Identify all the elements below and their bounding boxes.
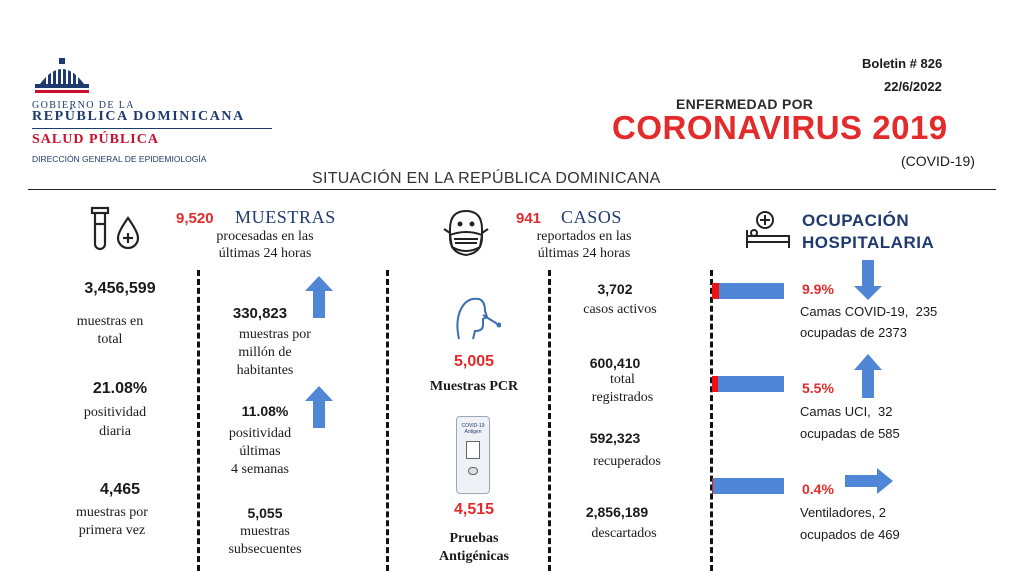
- nasal-swab-icon: [456, 297, 501, 340]
- arrow-up-icon: [305, 386, 333, 428]
- hospital-bed-icon: [746, 211, 790, 248]
- government-dome-emblem: [35, 58, 89, 93]
- por-millon-label-1: muestras por: [239, 327, 311, 342]
- occupancy-bar-uci: [712, 376, 784, 392]
- arrow-up-icon: [305, 276, 333, 318]
- subsecuentes-value: 5,055: [247, 505, 283, 521]
- test-tube-drop-icon: [90, 206, 140, 251]
- positividad-4sem-label-2: últimas: [239, 444, 281, 459]
- subsecuentes-label-2: subsecuentes: [228, 542, 302, 557]
- casos-desc-1: reportados en las: [536, 229, 632, 244]
- por-millon-label-3: habitantes: [236, 363, 294, 378]
- arrow-right-icon: [845, 468, 893, 494]
- recuperados-value: 592,323: [589, 430, 641, 446]
- positividad-diaria-value: 21.08%: [92, 380, 148, 397]
- occupancy-bar-fill: [712, 283, 720, 299]
- muestras-desc-2: últimas 24 horas: [218, 246, 312, 261]
- antigen-kit-well: [468, 467, 478, 475]
- pcr-value: 5,005: [453, 353, 495, 370]
- total-registrados-label-1: total: [610, 372, 635, 387]
- divider-dashed-3: [548, 270, 551, 571]
- positividad-4sem-label-1: positividad: [228, 426, 292, 441]
- muestras-total-label-1: muestras en: [76, 314, 144, 329]
- antigen-kit-label: COVID-19 Antigen: [461, 423, 485, 435]
- positividad-4sem-label-3: 4 semanas: [231, 462, 289, 477]
- muestras-total-label-2: total: [97, 332, 123, 347]
- antigen-kit-window: [466, 441, 480, 459]
- antigen-value: 4,515: [453, 501, 495, 518]
- primera-vez-label-1: muestras por: [76, 505, 148, 520]
- antigen-label-2: Antigénicas: [439, 549, 509, 564]
- uci-label-2: ocupadas de 585: [800, 426, 900, 441]
- divider-dashed-2: [386, 270, 389, 571]
- page-subtitle: (COVID-19): [901, 153, 975, 169]
- section-title: SITUACIÓN EN LA REPÚBLICA DOMINICANA: [312, 170, 661, 187]
- ventiladores-label-2: ocupados de 469: [800, 527, 900, 542]
- divider-dashed-4: [710, 270, 713, 571]
- casos-title: CASOS: [561, 207, 623, 227]
- muestras-desc-1: procesadas en las: [216, 229, 314, 244]
- masked-face-icon: [443, 209, 489, 257]
- antigen-test-kit: COVID-19 Antigen: [456, 416, 490, 494]
- por-millon-value: 330,823: [232, 305, 288, 322]
- header-rule: [28, 189, 996, 190]
- descartados-value: 2,856,189: [585, 504, 649, 520]
- muestras-total-value: 3,456,599: [84, 280, 156, 297]
- logo-line-3: SALUD PÚBLICA: [32, 132, 159, 147]
- title-kicker: ENFERMEDAD POR: [676, 96, 814, 112]
- uci-pct: 5.5%: [802, 380, 834, 396]
- ocupacion-title-2: HOSPITALARIA: [802, 233, 935, 252]
- casos-24h-count: 941: [516, 210, 542, 227]
- total-registrados-value: 600,410: [589, 355, 641, 371]
- activos-value: 3,702: [597, 281, 633, 297]
- arrow-down-icon: [854, 260, 882, 300]
- recuperados-label: recuperados: [593, 454, 661, 469]
- pcr-label: Muestras PCR: [429, 379, 519, 394]
- antigen-label-1: Pruebas: [449, 531, 499, 546]
- camas-label-2: ocupadas de 2373: [800, 325, 907, 340]
- uci-label-1: Camas UCI, 32: [800, 404, 893, 419]
- primera-vez-value: 4,465: [99, 481, 141, 498]
- arrow-up-icon: [854, 354, 882, 398]
- ventiladores-label-1: Ventiladores, 2: [800, 505, 887, 520]
- ocupacion-title-1: OCUPACIÓN: [802, 211, 910, 230]
- activos-label: casos activos: [583, 302, 657, 317]
- bulletin-date: 22/6/2022: [884, 79, 942, 94]
- muestras-24h-count: 9,520: [176, 210, 214, 227]
- logo-line-1: GOBIERNO DE LA: [32, 100, 135, 111]
- bulletin-number: Boletin # 826: [862, 56, 943, 71]
- por-millon-label-2: millón de: [238, 345, 292, 360]
- descartados-label: descartados: [591, 526, 657, 541]
- logo-line-2: REPÚBLICA DOMINICANA: [32, 109, 245, 124]
- camas-pct: 9.9%: [802, 281, 834, 297]
- camas-label-1: Camas COVID-19, 235: [800, 304, 938, 319]
- muestras-title: MUESTRAS: [235, 207, 336, 227]
- ventiladores-pct: 0.4%: [802, 481, 834, 497]
- logo-line-4: DIRECCIÓN GENERAL DE EPIDEMIOLOGÍA: [32, 154, 207, 164]
- positividad-4sem-value: 11.08%: [241, 403, 289, 419]
- casos-desc-2: últimas 24 horas: [537, 246, 631, 261]
- occupancy-bar-ventiladores: [712, 478, 784, 494]
- positividad-diaria-label-2: diaria: [99, 424, 131, 439]
- total-registrados-label-2: registrados: [591, 390, 654, 405]
- page-title: CORONAVIRUS 2019: [612, 109, 948, 146]
- logo: GOBIERNO DE LA REPÚBLICA DOMINICANA SALU…: [30, 56, 290, 166]
- positividad-diaria-label-1: positividad: [83, 405, 147, 420]
- subsecuentes-label-1: muestras: [240, 524, 290, 539]
- primera-vez-label-2: primera vez: [78, 523, 146, 538]
- logo-divider: [32, 128, 272, 129]
- occupancy-bar-camas: [712, 283, 784, 299]
- divider-dashed-1: [197, 270, 200, 571]
- occupancy-bar-fill: [712, 376, 718, 392]
